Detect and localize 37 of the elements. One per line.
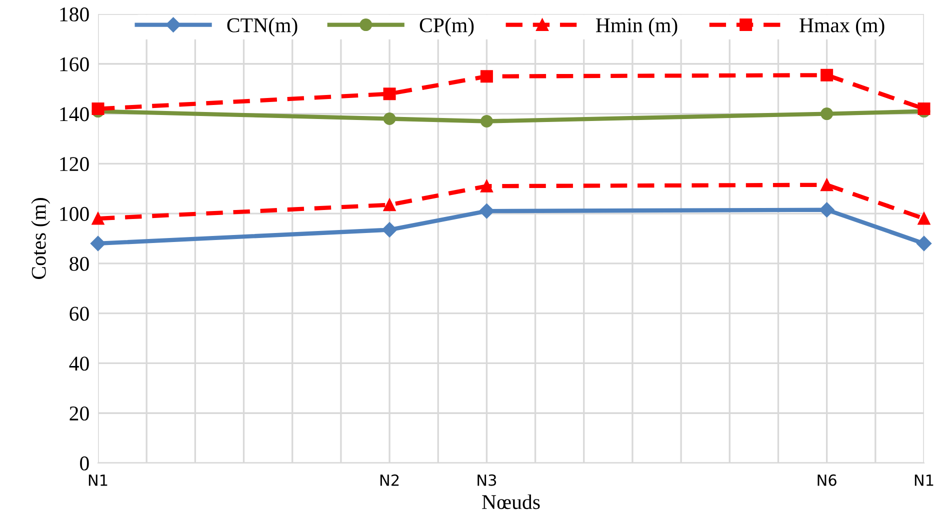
y-tick-label: 40 (69, 356, 89, 371)
y-tick-label: 160 (60, 57, 89, 72)
y-tick-label: 80 (70, 256, 89, 271)
y-tick-label: 0 (80, 456, 89, 470)
y-axis-title: Cotes (m) (31, 198, 50, 280)
legend-label: CP(m) (420, 18, 474, 37)
y-tick-label: 20 (70, 406, 89, 421)
x-tick-label: N2 (380, 474, 399, 486)
y-tick-label: 180 (60, 7, 89, 22)
x-axis-title: Nœuds (482, 494, 540, 510)
x-tick-label: N3 (478, 474, 496, 486)
point (819, 202, 834, 218)
x-tick-label: N1 (88, 474, 108, 486)
point (90, 236, 106, 252)
point (479, 203, 494, 219)
point (820, 68, 834, 82)
y-tick-label: 120 (60, 157, 89, 172)
x-tick-label: N1 (914, 474, 934, 486)
point (382, 222, 398, 238)
point (480, 180, 493, 192)
point (820, 178, 834, 192)
legend-label: Hmax (m) (800, 18, 884, 37)
point (480, 115, 493, 128)
point (480, 70, 493, 83)
point (383, 198, 396, 212)
point (383, 88, 396, 100)
legend-label: CTN(m) (227, 18, 298, 37)
y-tick-label: 60 (70, 306, 89, 321)
y-tick-label: 100 (60, 206, 89, 221)
y-tick-label: 140 (60, 107, 89, 122)
legend-label: Hmin (m) (596, 18, 678, 37)
point (383, 112, 396, 126)
point (918, 212, 930, 225)
point (820, 108, 834, 120)
point (92, 212, 104, 225)
x-tick-label: N6 (818, 474, 836, 486)
point (916, 236, 932, 252)
